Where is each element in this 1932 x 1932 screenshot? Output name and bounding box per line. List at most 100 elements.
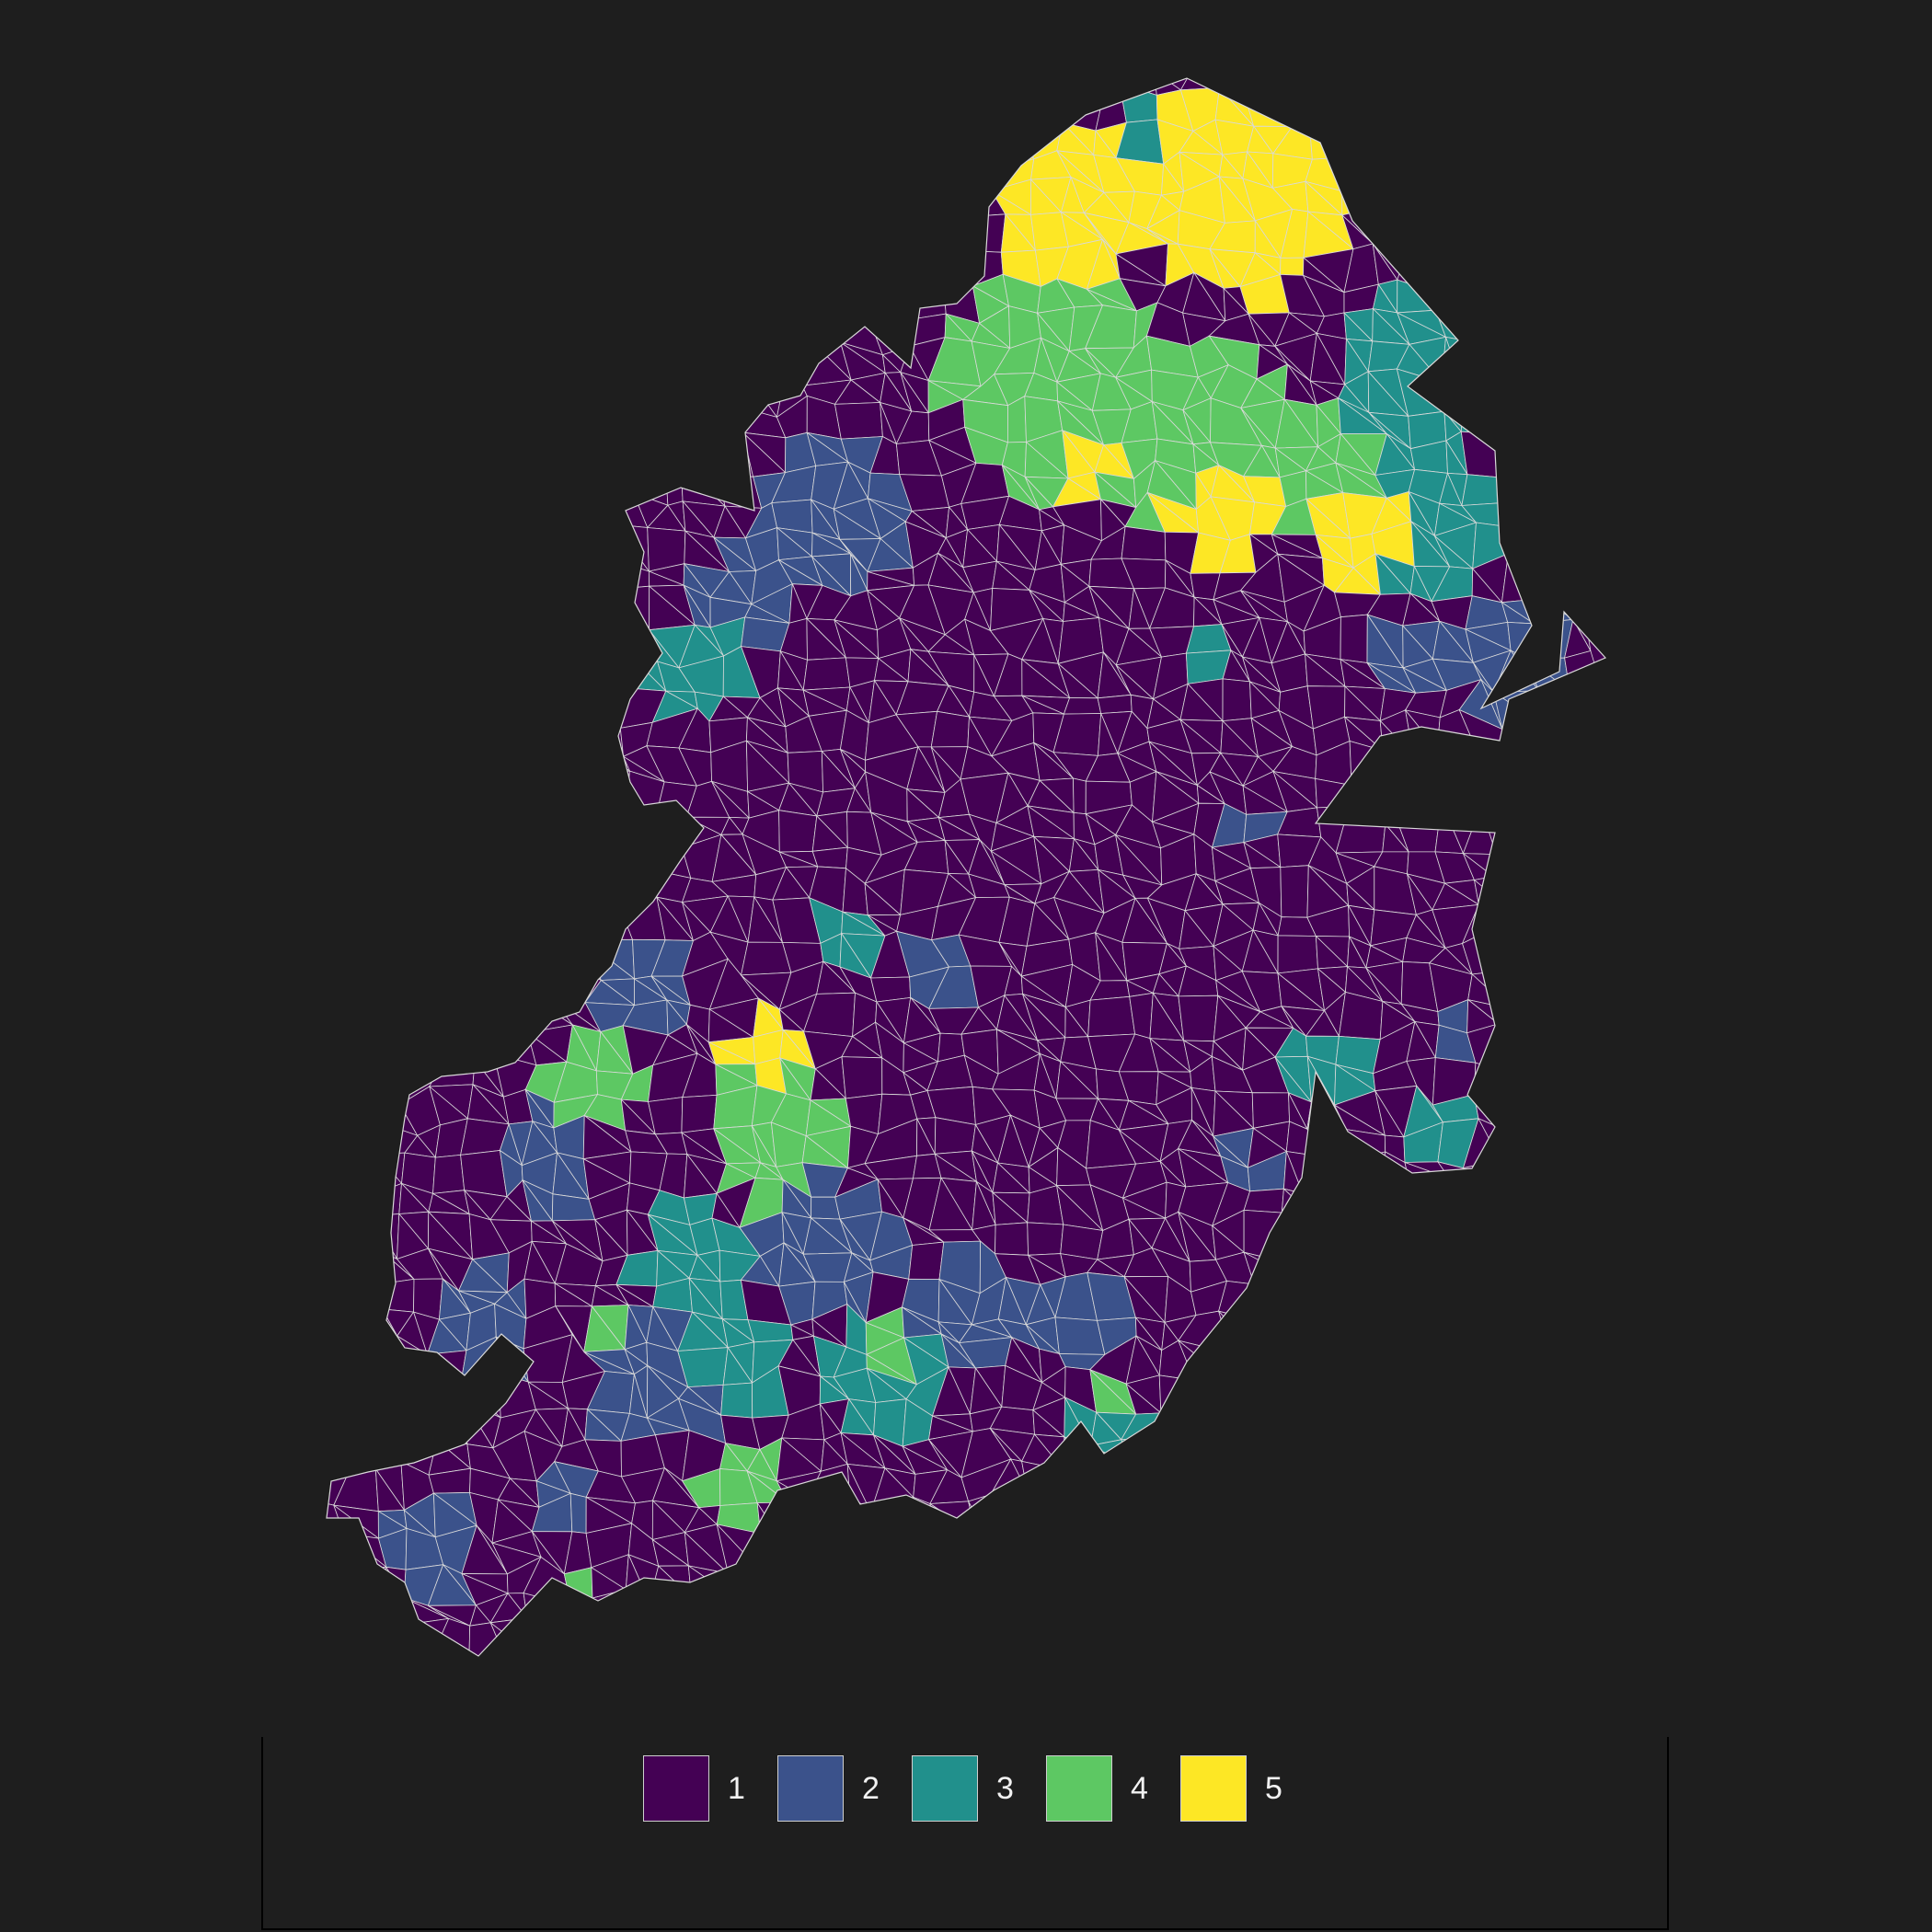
map-area [820,78,855,101]
map-area [331,247,385,288]
map-area [1004,0,1041,40]
map-area [364,94,413,132]
map-area [474,21,500,53]
map-area [1433,211,1471,255]
map-area [1432,291,1478,315]
map-area [553,312,604,354]
map-area [1398,1229,1430,1255]
map-area [1555,1367,1593,1412]
map-area [52,693,88,729]
map-area [189,1368,218,1413]
map-area [219,333,255,384]
map-area [1465,1282,1508,1319]
map-area [770,239,819,292]
map-area [770,221,818,261]
map-area [1498,958,1535,1006]
map-area [1412,749,1443,775]
map-area [1557,370,1601,408]
map-area [370,25,400,72]
map-area [334,960,386,1012]
map-area [474,179,504,226]
map-area [1309,93,1351,129]
map-area [505,319,537,354]
map-area [58,1429,100,1473]
map-area [40,681,67,729]
map-area [154,1314,187,1345]
map-area [180,815,224,854]
map-area [1541,846,1575,882]
map-area [1121,1489,1162,1543]
map-area [255,466,292,500]
map-area [967,1615,1007,1656]
map-area [128,409,146,444]
map-area [1369,208,1411,245]
map-area [1553,1342,1587,1386]
map-area [459,720,503,759]
map-area [500,500,535,531]
map-area [585,686,621,729]
map-area [1061,1501,1107,1526]
map-area [1397,1242,1437,1290]
map-area [1341,181,1372,216]
map-area [438,651,466,697]
map-area [524,864,558,916]
map-area [1471,1412,1495,1442]
map-area [442,84,477,122]
map-area [1276,1339,1321,1383]
map-area [1104,78,1124,85]
map-area [31,1404,59,1446]
map-area [757,29,781,71]
map-area [1189,1427,1229,1478]
map-area [462,78,491,98]
map-area [367,541,415,570]
map-area [70,492,94,537]
map-area [1564,1496,1604,1535]
map-area [191,1031,223,1074]
map-area [617,316,658,339]
map-area [63,1122,98,1153]
map-area [160,1618,199,1668]
map-area [155,1281,195,1322]
map-area [409,316,435,344]
map-area [1190,0,1224,31]
map-area [778,810,818,853]
map-area [128,1130,167,1155]
map-area [627,132,664,167]
map-area [376,285,412,321]
map-area [327,78,341,100]
map-area [1442,1535,1479,1556]
map-area [243,553,281,587]
map-area [1336,1622,1381,1656]
map-area [374,1020,404,1074]
map-area [527,198,555,224]
map-area [62,802,104,850]
map-area [1379,1188,1411,1232]
map-area [1431,1215,1478,1242]
map-area [1063,697,1102,715]
map-area [0,155,29,179]
map-area [617,281,654,319]
map-area [692,155,723,190]
map-area [526,409,569,431]
map-area [622,466,669,506]
map-area [444,724,466,752]
map-area [407,661,443,694]
map-area [1218,1310,1258,1354]
map-area [1154,25,1193,72]
map-area [194,1246,228,1289]
map-area [1522,115,1555,165]
map-area [65,1042,103,1058]
map-area [340,741,386,789]
map-area [332,533,369,569]
map-area [188,1182,214,1221]
map-area [460,1373,501,1419]
map-area [708,251,743,277]
map-area [551,961,586,1004]
map-area [751,351,788,370]
map-area [228,1148,252,1198]
map-area [0,1473,38,1508]
map-area [1434,127,1481,165]
map-area [564,191,588,216]
map-area [646,337,692,374]
map-area [1315,777,1352,809]
